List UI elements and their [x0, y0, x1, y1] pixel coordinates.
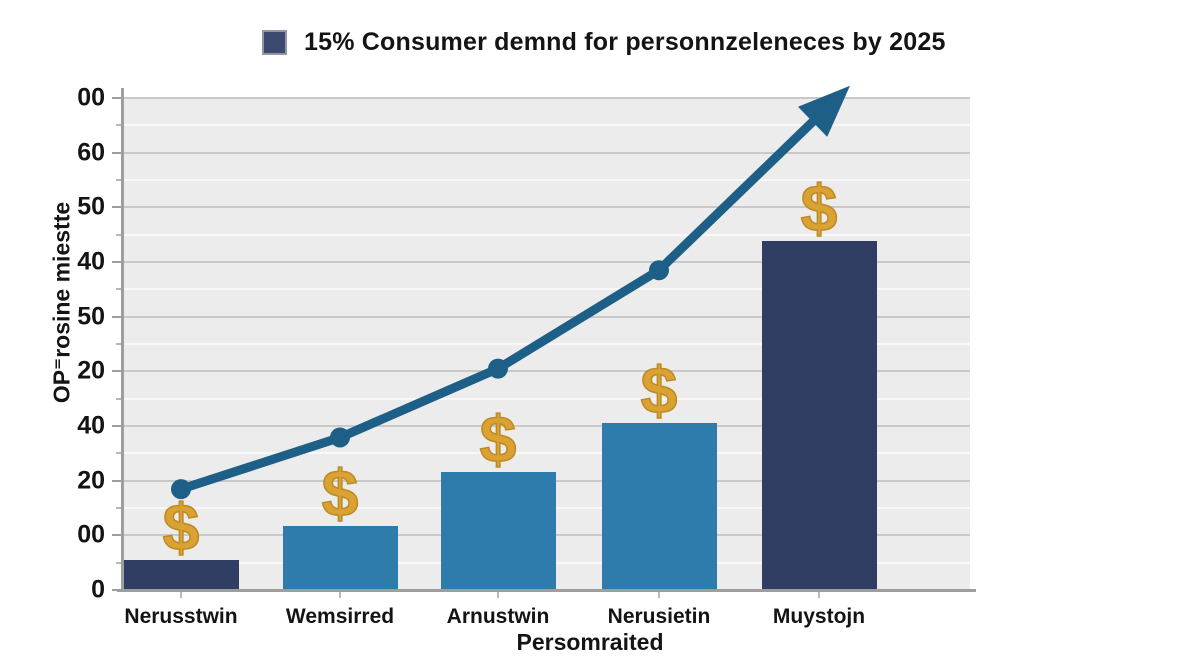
- dollar-icon: $: [321, 456, 359, 531]
- bar-Arnustwin: [440, 471, 556, 590]
- x-tick-label: Muystojn: [772, 605, 866, 628]
- plot-area: $ $ $ $ $: [123, 97, 970, 590]
- y-tick-label: 0: [91, 575, 105, 604]
- y-tick-mark-minor: [116, 452, 121, 455]
- y-tick-mark: [112, 589, 121, 591]
- x-tick-mark: [818, 592, 820, 598]
- y-tick-mark-minor: [116, 179, 121, 181]
- bar-Nerusstwin: [123, 560, 239, 590]
- gridline: [123, 206, 970, 209]
- dollar-icon: $: [479, 401, 517, 476]
- y-tick-mark-minor: [116, 233, 121, 236]
- x-tick-mark: [180, 592, 182, 598]
- y-tick-mark-minor: [116, 288, 121, 291]
- legend-swatch-icon: [262, 30, 287, 55]
- dollar-icon: $: [162, 490, 200, 565]
- x-tick-label: Arnustwin: [446, 605, 550, 628]
- x-tick-mark: [658, 592, 660, 598]
- dollar-icon: $: [800, 170, 838, 245]
- y-tick-label: 40: [77, 247, 105, 276]
- y-tick-mark: [112, 425, 121, 427]
- y-tick-label: 40: [77, 411, 105, 440]
- y-tick-mark: [112, 261, 121, 263]
- y-tick-mark: [112, 479, 121, 482]
- y-axis-line: [121, 88, 124, 592]
- y-tick-mark: [112, 151, 121, 154]
- bar-Nerusietin: [601, 422, 717, 590]
- y-tick-mark-minor: [116, 397, 121, 400]
- bar-Muystojn: [761, 240, 877, 590]
- x-tick-mark: [339, 592, 341, 598]
- y-tick-mark: [112, 97, 121, 99]
- legend: 15% Consumer demnd for personnzeleneces …: [262, 28, 946, 57]
- gridline-minor: [123, 124, 970, 127]
- gridline: [123, 151, 970, 154]
- gridline-minor: [123, 233, 970, 236]
- y-tick-mark: [112, 370, 121, 373]
- y-tick-label: 20: [77, 356, 105, 385]
- y-tick-label: 20: [77, 466, 105, 495]
- x-tick-label: Nerusstwin: [124, 605, 238, 628]
- bar-Wemsirred: [282, 526, 398, 590]
- y-tick-label: 00: [77, 520, 105, 549]
- y-tick-label: 60: [77, 138, 105, 167]
- dollar-icon: $: [640, 352, 678, 427]
- y-tick-mark: [112, 206, 121, 209]
- x-axis-line: [117, 589, 976, 592]
- y-tick-mark: [112, 315, 121, 318]
- y-tick-label: 00: [77, 83, 105, 112]
- x-tick-mark: [497, 592, 499, 598]
- y-tick-mark-minor: [116, 124, 121, 127]
- gridline-minor: [123, 179, 970, 181]
- gridline: [123, 97, 970, 99]
- y-tick-label: 50: [77, 302, 105, 331]
- y-tick-mark-minor: [116, 507, 121, 509]
- x-tick-label: Nerusietin: [607, 605, 711, 628]
- y-tick-mark: [112, 534, 121, 537]
- y-tick-mark-minor: [116, 343, 121, 345]
- y-tick-mark-minor: [116, 561, 121, 564]
- y-tick-label: 50: [77, 192, 105, 221]
- x-axis-title: Persomraited: [516, 629, 664, 655]
- x-tick-label: Wemsirred: [285, 605, 395, 628]
- chart-title: 15% Consumer demnd for personnzeleneces …: [304, 28, 946, 56]
